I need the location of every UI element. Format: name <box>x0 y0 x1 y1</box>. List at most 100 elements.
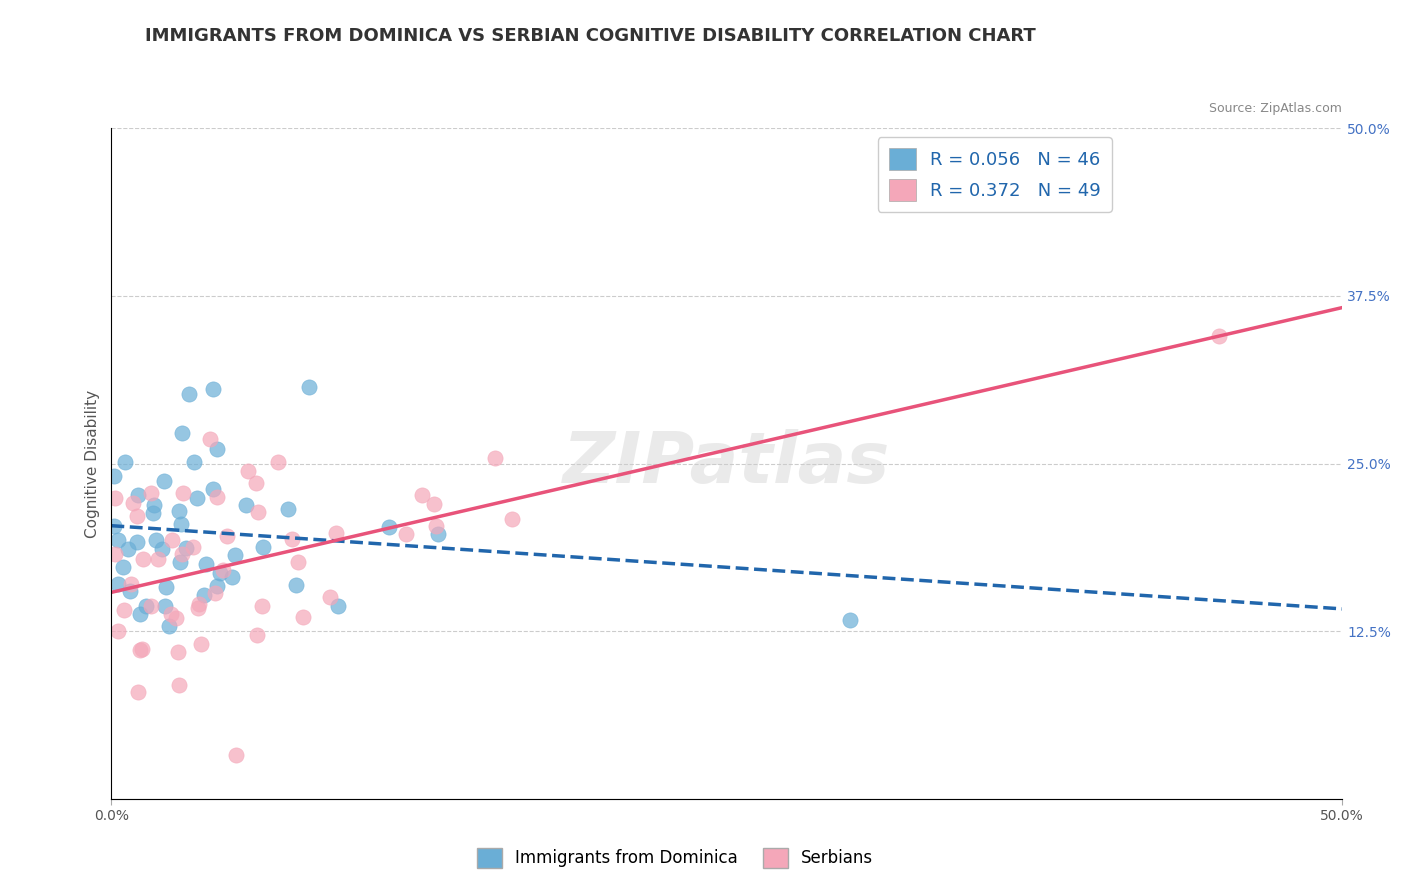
Point <box>235 499 257 513</box>
Point <box>111 560 134 574</box>
Point <box>114 455 136 469</box>
Point <box>169 555 191 569</box>
Point <box>169 504 191 518</box>
Point <box>225 748 247 763</box>
Point <box>103 469 125 483</box>
Point <box>284 578 307 592</box>
Point <box>127 488 149 502</box>
Point <box>201 382 224 396</box>
Text: IMMIGRANTS FROM DOMINICA VS SERBIAN COGNITIVE DISABILITY CORRELATION CHART: IMMIGRANTS FROM DOMINICA VS SERBIAN COGN… <box>145 27 1036 45</box>
Point <box>484 451 506 466</box>
Point <box>128 607 150 621</box>
Legend: R = 0.056   N = 46, R = 0.372   N = 49: R = 0.056 N = 46, R = 0.372 N = 49 <box>877 137 1112 212</box>
Point <box>145 533 167 548</box>
Point <box>250 599 273 614</box>
Point <box>143 498 166 512</box>
Point <box>107 577 129 591</box>
Text: ZIPatlas: ZIPatlas <box>564 429 890 498</box>
Point <box>172 425 194 440</box>
Point <box>221 569 243 583</box>
Point <box>252 540 274 554</box>
Point <box>395 527 418 541</box>
Point <box>177 387 200 401</box>
Y-axis label: Cognitive Disability: Cognitive Disability <box>86 390 100 538</box>
Point <box>193 588 215 602</box>
Point <box>1208 329 1230 343</box>
Point <box>120 576 142 591</box>
Point <box>167 645 190 659</box>
Point <box>104 547 127 561</box>
Point <box>141 486 163 500</box>
Point <box>277 502 299 516</box>
Point <box>117 542 139 557</box>
Point <box>132 551 155 566</box>
Point <box>103 519 125 533</box>
Point <box>104 491 127 505</box>
Point <box>212 563 235 577</box>
Point <box>377 520 399 534</box>
Point <box>287 555 309 569</box>
Point <box>112 603 135 617</box>
Point <box>207 442 229 456</box>
Point <box>153 599 176 613</box>
Point <box>247 505 270 519</box>
Point <box>142 506 165 520</box>
Point <box>267 455 290 469</box>
Point <box>326 599 349 614</box>
Point <box>139 599 162 614</box>
Point <box>107 624 129 638</box>
Text: Source: ZipAtlas.com: Source: ZipAtlas.com <box>1209 102 1343 115</box>
Point <box>181 540 204 554</box>
Point <box>297 380 319 394</box>
Point <box>838 613 860 627</box>
Point <box>423 497 446 511</box>
Point <box>131 642 153 657</box>
Point <box>238 464 260 478</box>
Point <box>204 586 226 600</box>
Point <box>127 685 149 699</box>
Point <box>157 619 180 633</box>
Point <box>425 519 447 533</box>
Point <box>162 533 184 547</box>
Point <box>205 490 228 504</box>
Point <box>205 579 228 593</box>
Point <box>325 526 347 541</box>
Point <box>167 677 190 691</box>
Point <box>127 508 149 523</box>
Point <box>170 547 193 561</box>
Point <box>170 517 193 532</box>
Point <box>198 432 221 446</box>
Point <box>107 533 129 547</box>
Point <box>245 475 267 490</box>
Point <box>187 601 209 615</box>
Point <box>194 558 217 572</box>
Point <box>155 580 177 594</box>
Point <box>224 549 246 563</box>
Point <box>135 599 157 613</box>
Point <box>172 486 194 500</box>
Point <box>187 597 209 611</box>
Point <box>165 611 187 625</box>
Point <box>120 584 142 599</box>
Point <box>148 552 170 566</box>
Point <box>427 527 450 541</box>
Point <box>183 455 205 469</box>
Legend: Immigrants from Dominica, Serbians: Immigrants from Dominica, Serbians <box>470 841 880 875</box>
Point <box>174 541 197 555</box>
Point <box>186 491 208 506</box>
Point <box>319 590 342 604</box>
Point <box>246 627 269 641</box>
Point <box>217 529 239 543</box>
Point <box>209 566 232 580</box>
Point <box>153 474 176 488</box>
Point <box>411 488 433 502</box>
Point <box>125 535 148 549</box>
Point <box>190 637 212 651</box>
Point <box>280 533 302 547</box>
Point <box>121 496 143 510</box>
Point <box>501 512 523 526</box>
Point <box>292 609 315 624</box>
Point <box>150 542 173 557</box>
Point <box>160 607 183 621</box>
Point <box>129 642 152 657</box>
